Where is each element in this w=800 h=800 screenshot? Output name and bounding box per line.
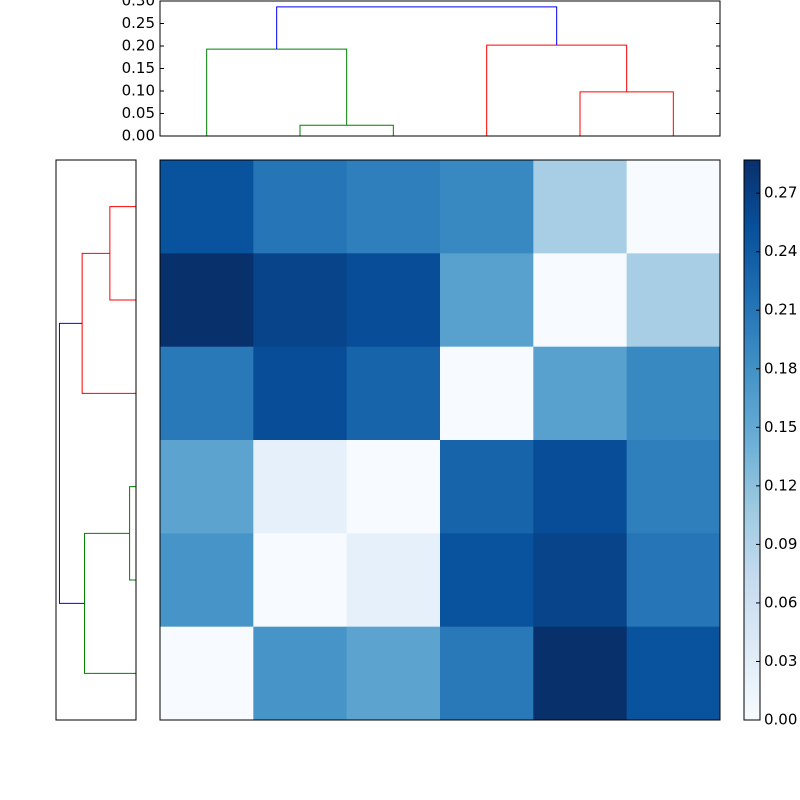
heatmap-cell — [533, 253, 628, 348]
colorbar-tick-label: 0.24 — [764, 242, 797, 260]
heatmap-cell — [160, 253, 254, 348]
heatmap-cell — [626, 160, 721, 254]
heatmap-cell — [440, 533, 534, 628]
colorbar-tick-label: 0.15 — [764, 418, 797, 436]
heatmap-cell — [440, 253, 534, 348]
dendrogram-link — [299, 124, 394, 136]
axes-frame — [55, 159, 137, 721]
colorbar-tick-label: 0.12 — [764, 476, 797, 494]
heatmap-cell — [160, 440, 254, 534]
heatmap-cell — [253, 253, 348, 348]
heatmap-cell — [346, 160, 441, 254]
heatmap-cell — [253, 626, 348, 721]
colorbar-tick-label: 0.27 — [764, 184, 797, 202]
axes-frame — [159, 0, 721, 137]
colorbar-frame — [743, 159, 761, 721]
y-tick-label: 0.20 — [122, 37, 155, 55]
y-tick-label: 0.25 — [122, 14, 155, 32]
heatmap-cell — [533, 533, 628, 628]
dendrogram-link — [276, 6, 558, 50]
heatmap-cell — [160, 346, 254, 441]
colorbar-tick-label: 0.03 — [764, 652, 797, 670]
heatmap-cell — [160, 533, 254, 628]
y-tick-label: 0.00 — [122, 127, 155, 145]
heatmap-cell — [440, 346, 534, 441]
heatmap-cell — [346, 533, 441, 628]
colorbar-tick-label: 0.18 — [764, 359, 797, 377]
dendrogram-link — [206, 48, 348, 136]
heatmap-cell — [626, 346, 721, 441]
heatmap-cell — [346, 626, 441, 721]
heatmap-cell — [253, 346, 348, 441]
heatmap-cell — [626, 626, 721, 721]
heatmap-cell — [533, 626, 628, 721]
dendrogram-link — [579, 91, 674, 136]
heatmap-cell — [533, 160, 628, 254]
colorbar-tick-label: 0.09 — [764, 535, 797, 553]
heatmap-cell — [346, 440, 441, 534]
heatmap-cell — [253, 533, 348, 628]
heatmap-cell — [346, 346, 441, 441]
heatmap-cell — [160, 160, 254, 254]
dendrogram-link — [109, 206, 136, 301]
heatmap-cell — [440, 440, 534, 534]
dendrogram-link — [81, 252, 136, 394]
y-tick-label: 0.10 — [122, 82, 155, 100]
y-tick-label: 0.05 — [122, 104, 155, 122]
heatmap-cell — [346, 253, 441, 348]
colorbar — [744, 160, 760, 720]
heatmap-cell — [533, 346, 628, 441]
heatmap-cell — [626, 440, 721, 534]
heatmap-cell — [440, 160, 534, 254]
y-tick-label: 0.30 — [122, 0, 155, 10]
heatmap-cell — [533, 440, 628, 534]
heatmap-cell — [626, 253, 721, 348]
heatmap-cell — [253, 440, 348, 534]
dendrogram-link — [58, 322, 85, 604]
heatmap-cell — [253, 160, 348, 254]
y-tick-label: 0.15 — [122, 59, 155, 77]
colorbar-tick-label: 0.00 — [764, 711, 797, 729]
axes-frame — [159, 159, 721, 721]
heatmap-cell — [440, 626, 534, 721]
dendrogram-link — [486, 44, 628, 136]
colorbar-tick-label: 0.21 — [764, 301, 797, 319]
colorbar-tick-label: 0.06 — [764, 593, 797, 611]
heatmap-cell — [160, 626, 254, 721]
dendrogram-link — [84, 532, 136, 674]
heatmap-cell — [626, 533, 721, 628]
dendrogram-link — [129, 486, 136, 581]
